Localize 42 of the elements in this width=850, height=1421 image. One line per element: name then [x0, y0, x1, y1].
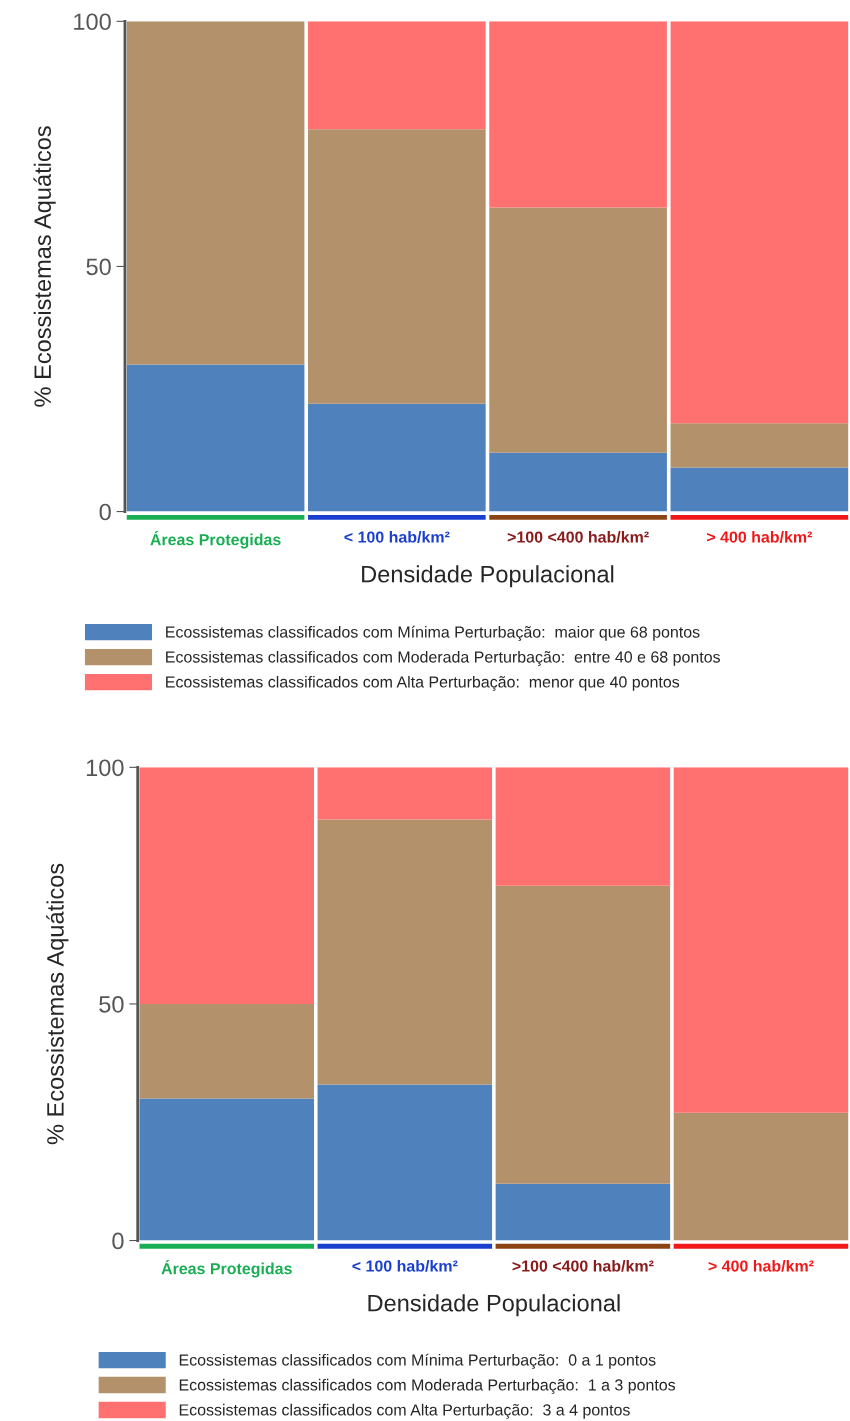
bar	[495, 885, 671, 1184]
y-tick-label: 50	[86, 258, 111, 276]
y-tick-label: 0	[99, 503, 111, 521]
y-tick-label: 0	[112, 1232, 124, 1250]
bar	[673, 767, 849, 1113]
y-tick-label: 50	[99, 996, 124, 1013]
bar	[139, 767, 314, 1004]
bar	[126, 21, 305, 365]
x-tick-label: Áreas Protegidas	[150, 531, 281, 549]
bar	[670, 423, 849, 468]
y-tick-label: 100	[86, 759, 124, 777]
x-axis-title: Densidade Populacional	[368, 1294, 620, 1317]
bar	[670, 21, 849, 424]
bar	[317, 767, 493, 820]
bar	[495, 767, 671, 886]
y-axis-title: % Ecossistemas Aquáticos	[46, 863, 69, 1145]
y-axis-title: % Ecossistemas Aquáticos	[33, 126, 56, 407]
legend-label: Ecossistemas classificados com Moderada Perturbação: 1 a 3 pontos	[179, 1378, 676, 1394]
bar	[670, 467, 849, 512]
x-tick-label: > 400 hab/km²	[707, 531, 813, 543]
bar	[126, 364, 305, 512]
x-tick-label: < 100 hab/km²	[344, 531, 450, 543]
legend-label: Ecossistemas classificados com Alta Perturbação: menor que 40 pontos	[166, 675, 680, 691]
legend-label: Ecossistemas classificados com Alta Perturbação: 3 a 4 pontos	[179, 1403, 630, 1419]
bar	[308, 129, 486, 404]
legend-label: Ecossistemas classificados com Mínima Perturbação: maior que 68 pontos	[166, 625, 700, 641]
bar	[308, 403, 486, 512]
x-tick-label: >100 <400 hab/km²	[512, 1259, 654, 1272]
bar	[489, 452, 667, 512]
x-tick-label: > 400 hab/km²	[708, 1259, 814, 1272]
x-tick-label: < 100 hab/km²	[352, 1259, 458, 1272]
bar	[489, 21, 667, 208]
y-tick-label: 100	[74, 13, 111, 31]
legend-label: Ecossistemas classificados com Moderada Perturbação: entre 40 e 68 pontos	[166, 650, 720, 666]
bar	[308, 21, 486, 130]
x-tick-label: Áreas Protegidas	[161, 1259, 292, 1278]
bar	[139, 1003, 314, 1099]
x-tick-label: >100 <400 hab/km²	[507, 531, 649, 543]
bar	[317, 819, 493, 1085]
bar	[489, 207, 667, 453]
legend-label: Ecossistemas classificados com Mínima Perturbação: 0 a 1 pontos	[179, 1353, 656, 1369]
x-axis-title: Densidade Populacional	[362, 565, 614, 588]
